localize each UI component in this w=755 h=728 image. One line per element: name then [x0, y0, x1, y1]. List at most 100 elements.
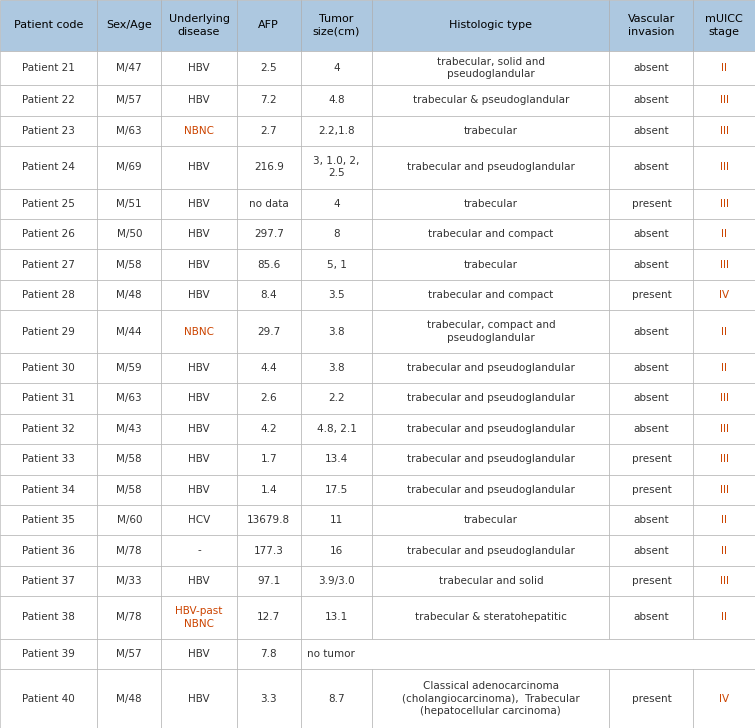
Text: 1.7: 1.7: [260, 454, 277, 464]
Bar: [609, 189, 693, 219]
Text: HBV: HBV: [188, 95, 210, 106]
Text: Patient 30: Patient 30: [23, 363, 75, 373]
Text: Patient 32: Patient 32: [23, 424, 76, 434]
Bar: [609, 383, 693, 414]
Text: trabecular & steratohepatitic: trabecular & steratohepatitic: [415, 612, 567, 622]
Bar: [161, 566, 237, 596]
Text: M/78: M/78: [116, 612, 142, 622]
Bar: [300, 310, 372, 353]
Bar: [0, 146, 97, 189]
Text: absent: absent: [633, 545, 669, 555]
Bar: [237, 669, 300, 728]
Bar: [237, 219, 300, 250]
Text: 2.2,1.8: 2.2,1.8: [318, 126, 355, 136]
Bar: [0, 85, 97, 116]
Bar: [0, 353, 97, 383]
Text: Classical adenocarcinoma
(cholangiocarcinoma),  Trabecular
(hepatocellular carci: Classical adenocarcinoma (cholangiocarci…: [402, 681, 580, 716]
Bar: [237, 475, 300, 505]
Bar: [300, 505, 372, 535]
Text: HBV: HBV: [188, 229, 210, 240]
Bar: [97, 596, 161, 638]
Text: III: III: [720, 162, 729, 173]
Text: 4: 4: [333, 199, 340, 209]
Bar: [97, 250, 161, 280]
Bar: [97, 0, 161, 51]
Bar: [372, 250, 609, 280]
Bar: [0, 475, 97, 505]
Bar: [693, 85, 755, 116]
Bar: [237, 280, 300, 310]
Bar: [237, 505, 300, 535]
Text: NBNC: NBNC: [184, 327, 214, 336]
Bar: [237, 535, 300, 566]
Bar: [372, 383, 609, 414]
Text: III: III: [720, 260, 729, 269]
Text: M/78: M/78: [116, 545, 142, 555]
Text: M/57: M/57: [116, 649, 142, 659]
Bar: [693, 189, 755, 219]
Bar: [609, 414, 693, 444]
Text: III: III: [720, 126, 729, 136]
Bar: [300, 0, 372, 51]
Text: 177.3: 177.3: [254, 545, 284, 555]
Text: II: II: [721, 363, 727, 373]
Text: II: II: [721, 515, 727, 525]
Bar: [372, 0, 609, 51]
Text: 2.5: 2.5: [260, 63, 277, 73]
Bar: [161, 353, 237, 383]
Bar: [372, 280, 609, 310]
Text: 11: 11: [330, 515, 343, 525]
Text: present: present: [631, 199, 671, 209]
Text: trabecular and compact: trabecular and compact: [428, 229, 553, 240]
Bar: [693, 535, 755, 566]
Bar: [300, 51, 372, 85]
Bar: [693, 444, 755, 475]
Bar: [372, 353, 609, 383]
Bar: [97, 310, 161, 353]
Text: II: II: [721, 229, 727, 240]
Bar: [161, 669, 237, 728]
Text: 17.5: 17.5: [325, 485, 348, 495]
Bar: [609, 250, 693, 280]
Text: Patient 29: Patient 29: [23, 327, 76, 336]
Bar: [161, 444, 237, 475]
Bar: [97, 116, 161, 146]
Bar: [97, 51, 161, 85]
Bar: [97, 280, 161, 310]
Text: HBV: HBV: [188, 454, 210, 464]
Bar: [372, 189, 609, 219]
Bar: [372, 669, 609, 728]
Text: 1.4: 1.4: [260, 485, 277, 495]
Bar: [97, 383, 161, 414]
Text: HBV: HBV: [188, 199, 210, 209]
Text: 3.8: 3.8: [328, 327, 345, 336]
Bar: [0, 414, 97, 444]
Text: HBV: HBV: [188, 260, 210, 269]
Bar: [237, 146, 300, 189]
Text: 97.1: 97.1: [257, 576, 280, 586]
Text: absent: absent: [633, 63, 669, 73]
Text: absent: absent: [633, 229, 669, 240]
Text: Patient 28: Patient 28: [23, 290, 76, 300]
Bar: [693, 669, 755, 728]
Text: Sex/Age: Sex/Age: [106, 20, 152, 31]
Bar: [372, 505, 609, 535]
Bar: [693, 566, 755, 596]
Text: absent: absent: [633, 515, 669, 525]
Text: 13679.8: 13679.8: [247, 515, 291, 525]
Bar: [372, 51, 609, 85]
Text: Patient 23: Patient 23: [23, 126, 76, 136]
Text: III: III: [720, 199, 729, 209]
Bar: [161, 596, 237, 638]
Text: 16: 16: [330, 545, 343, 555]
Bar: [693, 51, 755, 85]
Bar: [0, 250, 97, 280]
Text: Patient 40: Patient 40: [23, 694, 75, 703]
Text: no data: no data: [249, 199, 288, 209]
Text: III: III: [720, 95, 729, 106]
Text: Tumor
size(cm): Tumor size(cm): [313, 14, 360, 36]
Text: mUICC
stage: mUICC stage: [705, 14, 743, 36]
Bar: [693, 219, 755, 250]
Bar: [97, 414, 161, 444]
Bar: [372, 535, 609, 566]
